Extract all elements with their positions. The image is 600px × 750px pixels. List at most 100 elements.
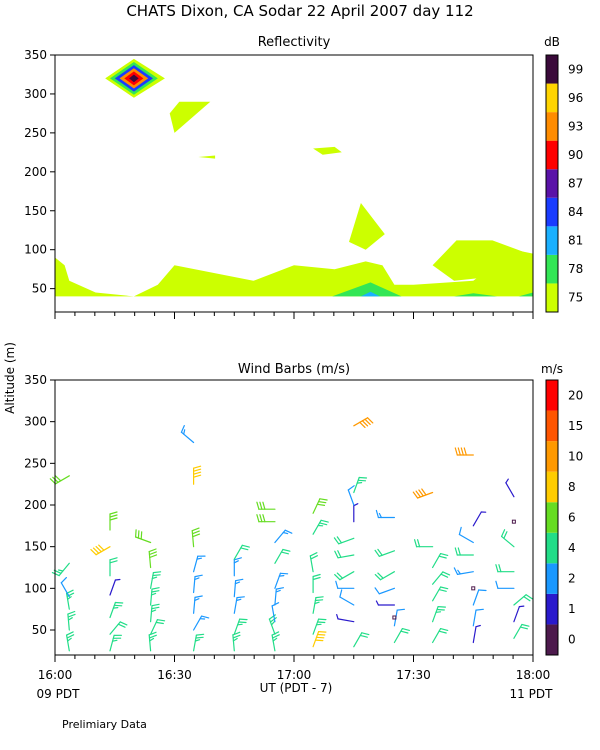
reflectivity-contour bbox=[360, 291, 380, 297]
wind-barb bbox=[375, 509, 395, 519]
wind-barb bbox=[472, 589, 487, 606]
wind-barb bbox=[501, 529, 515, 548]
wind-barb bbox=[472, 608, 484, 627]
wind-barb bbox=[334, 550, 355, 559]
wind-colorbar-unit: m/s bbox=[541, 362, 563, 376]
colorbar-label: 90 bbox=[568, 148, 583, 162]
wind-barb bbox=[193, 595, 203, 614]
colorbar-label: 20 bbox=[568, 388, 583, 402]
wind-barb bbox=[353, 503, 359, 523]
wind-barb bbox=[148, 631, 157, 652]
y-tick-label: 150 bbox=[24, 204, 47, 218]
x-axis-label: UT (PDT - 7) bbox=[260, 681, 333, 695]
wind-barb bbox=[256, 501, 276, 510]
wind-barb bbox=[336, 613, 355, 623]
colorbar-swatch bbox=[546, 226, 558, 255]
wind-barb bbox=[472, 624, 481, 644]
reflectivity-contour bbox=[518, 292, 533, 297]
wind-barb bbox=[432, 586, 449, 602]
wind-barb bbox=[268, 614, 277, 635]
wind-barb bbox=[495, 564, 515, 573]
colorbar-label: 8 bbox=[568, 480, 576, 494]
wind-barb bbox=[150, 571, 162, 589]
wind-barb bbox=[513, 623, 530, 639]
colorbar-label: 4 bbox=[568, 541, 576, 555]
colorbar-swatch bbox=[546, 624, 558, 655]
wind-barb bbox=[472, 511, 487, 527]
reflectivity-contour bbox=[198, 155, 216, 159]
colorbar-label: 84 bbox=[568, 205, 583, 219]
colorbar-label: 1 bbox=[568, 602, 576, 616]
wind-barb bbox=[312, 618, 327, 635]
wind-barb bbox=[312, 519, 329, 535]
colorbar-frame bbox=[545, 379, 559, 656]
wind-barb bbox=[453, 567, 474, 576]
wind-barb bbox=[233, 557, 242, 577]
colorbar-label: 75 bbox=[568, 291, 583, 305]
wind-barb bbox=[374, 587, 395, 595]
x-tick-label: 17:00 bbox=[277, 668, 312, 682]
colorbar-label: 0 bbox=[568, 633, 576, 647]
figure-title: CHATS Dixon, CA Sodar 22 April 2007 day … bbox=[126, 2, 473, 20]
colorbar-swatch bbox=[546, 83, 558, 113]
wind-barb bbox=[312, 596, 324, 614]
wind-barb bbox=[150, 587, 160, 606]
colorbar-label: 78 bbox=[568, 262, 583, 276]
wind-barb bbox=[505, 478, 515, 498]
wind-barb bbox=[458, 526, 474, 544]
wind-barb bbox=[414, 539, 434, 548]
wind-barb bbox=[109, 511, 118, 531]
wind-barb bbox=[191, 527, 201, 548]
wind-barb bbox=[339, 589, 355, 606]
wind-barb bbox=[60, 576, 70, 598]
colorbar-swatch bbox=[546, 593, 558, 625]
wind-barb bbox=[347, 485, 355, 506]
x-left-note: 09 PDT bbox=[37, 687, 81, 701]
colorbar-swatch bbox=[546, 112, 558, 141]
wind-barb bbox=[312, 498, 328, 514]
wind-barb bbox=[193, 574, 203, 594]
reflectivity-contour bbox=[129, 74, 139, 83]
wind-barb bbox=[150, 619, 166, 635]
wind-barb bbox=[148, 548, 158, 569]
wind-barb bbox=[309, 552, 318, 573]
wind-barb bbox=[353, 417, 374, 428]
colorbar-label: 15 bbox=[568, 419, 583, 433]
colorbar-label: 93 bbox=[568, 119, 583, 133]
y-tick-label: 150 bbox=[24, 540, 47, 554]
wind-barb bbox=[193, 465, 202, 485]
colorbar-swatch bbox=[546, 563, 558, 594]
wind-barbs-title: Wind Barbs (m/s) bbox=[238, 362, 350, 377]
reflectivity-contour bbox=[349, 203, 385, 250]
wind-barb bbox=[233, 544, 250, 560]
wind-barb bbox=[454, 447, 474, 456]
reflectivity-plot bbox=[55, 58, 533, 297]
wind-barb bbox=[233, 578, 244, 598]
wind-barb bbox=[274, 529, 293, 544]
wind-barb bbox=[454, 547, 474, 556]
wind-barb bbox=[109, 634, 123, 652]
wind-barb bbox=[65, 631, 75, 652]
wind-barb bbox=[312, 630, 327, 648]
y-tick-label: 200 bbox=[24, 498, 47, 512]
y-tick-label: 50 bbox=[32, 623, 47, 637]
wind-barb bbox=[375, 600, 395, 606]
reflectivity-contour bbox=[313, 146, 342, 155]
wind-barbs-frame bbox=[54, 379, 534, 656]
wind-barb bbox=[432, 605, 446, 623]
calm-marker bbox=[471, 586, 476, 591]
y-tick-label: 50 bbox=[32, 282, 47, 296]
y-tick-label: 350 bbox=[24, 48, 47, 62]
reflectivity-contour bbox=[454, 293, 498, 297]
reflectivity-colorbar-unit: dB bbox=[544, 35, 560, 49]
wind-barb bbox=[495, 580, 515, 589]
y-tick-label: 350 bbox=[24, 373, 47, 387]
colorbar-label: 2 bbox=[568, 572, 576, 586]
footer-note: Prelimiary Data bbox=[62, 718, 147, 731]
wind-barb bbox=[180, 425, 195, 444]
x-tick-label: 17:30 bbox=[396, 668, 431, 682]
altitude-axis-label: Altitude (m) bbox=[3, 342, 17, 414]
colorbar-label: 6 bbox=[568, 511, 576, 525]
wind-barb bbox=[109, 621, 128, 635]
colorbar-frame bbox=[545, 54, 559, 313]
